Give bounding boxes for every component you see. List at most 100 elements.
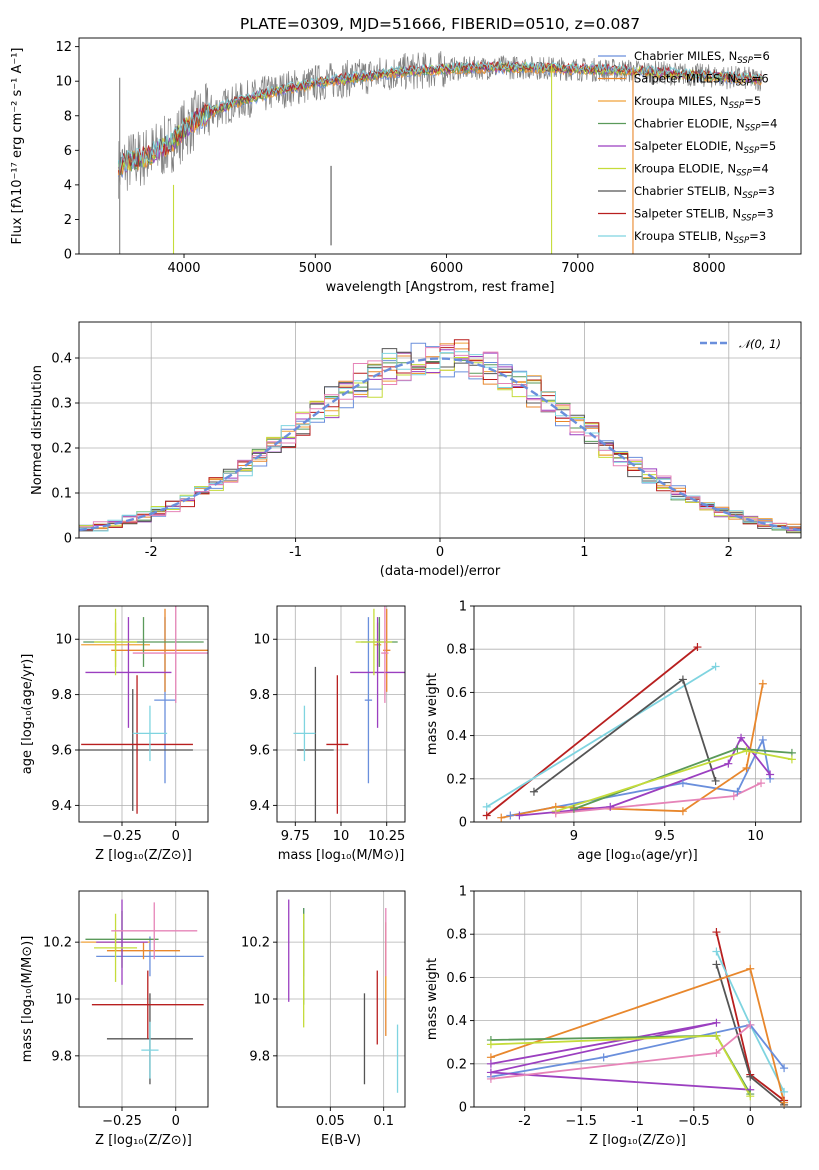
- plot-area: [81, 899, 204, 1085]
- y-tick-label: 8: [64, 109, 72, 124]
- mass-weight-marker: [712, 960, 721, 969]
- mass-weight-marker: [482, 802, 491, 811]
- panel-age_vs_mass: 9.75 10 10.25 9.4 9.6 9.8 10 mass [log₁₀(M/M⊙)]: [249, 605, 406, 863]
- y-tick-label: 0: [64, 248, 72, 263]
- x-tick-label: 0.1: [373, 1114, 394, 1129]
- y-tick-label: 1: [459, 600, 467, 615]
- mass-weight-marker: [733, 787, 742, 796]
- mass-weight-marker: [693, 643, 702, 652]
- mass-weight-marker: [780, 1098, 789, 1107]
- mass-weight-marker: [758, 735, 767, 744]
- legend-nssp: 5: [754, 94, 761, 108]
- y-tick-label: 9.8: [51, 1049, 72, 1064]
- mass-weight-marker: [551, 809, 560, 818]
- mass-weight-series: [486, 665, 717, 808]
- legend-label: Kroupa MILES: [634, 94, 713, 108]
- x-tick-label: 0: [172, 829, 180, 844]
- mass-weight-marker: [780, 1064, 789, 1073]
- y-tick-label: 0.2: [446, 772, 467, 787]
- mass-weight-marker: [506, 811, 515, 820]
- mass-weight-marker: [486, 1059, 495, 1068]
- mass-weight-marker: [486, 1074, 495, 1083]
- mass-weight-marker: [737, 733, 746, 742]
- mass-weight-marker: [497, 813, 506, 822]
- axes-frame: [473, 890, 802, 1108]
- chart-title: PLATE=0309, MJD=51666, FIBERID=0510, z=0…: [240, 15, 640, 33]
- mass-weight-marker: [712, 928, 721, 937]
- mass-weight-marker: [746, 1092, 755, 1101]
- legend-entry: Salpeter STELIB, NSSP=3: [634, 207, 774, 224]
- mass-weight-marker: [712, 1018, 721, 1027]
- mass-weight-marker: [724, 759, 733, 768]
- x-tick-label: 9.75: [281, 829, 310, 844]
- axes-frame: [276, 890, 406, 1108]
- y-tick-label: 0.4: [446, 1014, 467, 1029]
- x-tick-label: 6000: [430, 261, 463, 276]
- panel-massweight_vs_age: 9 9.5 10 0 0.2 0.4 0.6 0.8 1 age [log₁₀(age/yr)] m…: [425, 600, 802, 863]
- mass-weight-marker: [678, 807, 687, 816]
- y-tick-label: 10: [55, 75, 72, 90]
- y-axis-label: mass weight: [425, 958, 440, 1040]
- mass-weight-marker: [746, 964, 755, 973]
- mass-weight-marker: [746, 1072, 755, 1081]
- mass-weight-marker: [712, 1049, 721, 1057]
- panel-age_vs_Z: −0.25 0 9.4 9.6 9.8 10 Z [log₁₀(Z/Z⊙)] age [log…: [20, 605, 209, 863]
- y-tick-label: 9.6: [249, 744, 270, 759]
- y-tick-label: 4: [64, 178, 72, 193]
- x-tick-label: 8000: [693, 261, 726, 276]
- residual-histogram: [79, 345, 801, 538]
- panel-mass_vs_EBV: 0.05 0.1 9.8 10 10.2 E(B-V): [241, 890, 406, 1148]
- plot-area: [79, 339, 801, 538]
- legend-label: Kroupa ELODIE: [634, 162, 720, 176]
- plot-area: [79, 606, 208, 814]
- y-tick-label: 10.2: [241, 936, 270, 951]
- mass-weight-marker: [757, 779, 766, 788]
- y-axis-label: mass weight: [425, 673, 440, 755]
- x-tick-label: 0: [746, 1114, 754, 1129]
- legend-nssp: 3: [768, 184, 775, 198]
- mass-weight-marker: [482, 811, 491, 820]
- legend-entry: Salpeter ELODIE, NSSP=5: [634, 139, 776, 156]
- mass-weight-marker: [733, 744, 742, 753]
- legend-nssp: 3: [759, 229, 766, 243]
- panel-mass_vs_Z: −0.25 0 9.8 10 10.2 Z [log₁₀(Z/Z⊙)] mass [log₁…: [20, 890, 209, 1148]
- mass-weight-marker: [746, 1020, 755, 1029]
- legend-nssp: 3: [766, 207, 773, 221]
- panel-massweight_vs_Z: -2 −1.5 -1 −0.5 0 0 0.2 0.4 0.6 0.8 1 Z [log₁₀(Z/Z⊙…: [425, 885, 802, 1148]
- mass-weight-marker: [766, 770, 775, 779]
- mass-weight-marker: [742, 764, 751, 772]
- y-axis-label: Normed distribution: [30, 365, 45, 495]
- legend-entry: Kroupa MILES, NSSP=5: [634, 94, 761, 111]
- x-tick-label: −1.5: [565, 1114, 597, 1129]
- y-tick-label: 0.3: [51, 397, 72, 412]
- y-tick-label: 0.2: [51, 442, 72, 457]
- legend-entry: Salpeter MILES, NSSP=6: [634, 72, 769, 89]
- y-tick-label: 2: [64, 213, 72, 228]
- legend-entry: Chabrier STELIB, NSSP=3: [634, 184, 775, 201]
- x-axis-label: age [log₁₀(age/yr)]: [577, 848, 698, 863]
- mass-weight-marker: [712, 947, 721, 956]
- y-tick-label: 0.8: [446, 643, 467, 658]
- legend-label: 𝒩(0, 1): [739, 337, 781, 351]
- x-tick-label: −0.25: [102, 829, 142, 844]
- y-tick-label: 10: [253, 633, 270, 648]
- mass-weight-marker: [729, 792, 738, 801]
- mass-weight-marker: [515, 811, 524, 820]
- mass-weight-marker: [606, 802, 615, 811]
- mass-weight-marker: [678, 675, 687, 684]
- y-tick-label: 0.1: [51, 487, 72, 502]
- axes-frame: [78, 890, 209, 1108]
- y-axis-label: Flux [fλ10⁻¹⁷ erg cm⁻² s⁻¹ A⁻¹]: [10, 48, 25, 245]
- x-tick-label: −0.5: [678, 1114, 710, 1129]
- legend-label: Kroupa STELIB: [634, 229, 718, 243]
- x-tick-label: 5000: [299, 261, 332, 276]
- y-tick-label: 0.4: [446, 729, 467, 744]
- y-tick-label: 0: [459, 816, 467, 831]
- y-tick-label: 0.6: [446, 686, 467, 701]
- mass-weight-marker: [599, 1053, 608, 1062]
- x-tick-label: 0.05: [316, 1114, 345, 1129]
- y-tick-label: 9.8: [249, 688, 270, 703]
- x-tick-label: 4000: [167, 261, 200, 276]
- legend-label: Salpeter ELODIE: [634, 139, 728, 153]
- normal-curve: [79, 357, 801, 532]
